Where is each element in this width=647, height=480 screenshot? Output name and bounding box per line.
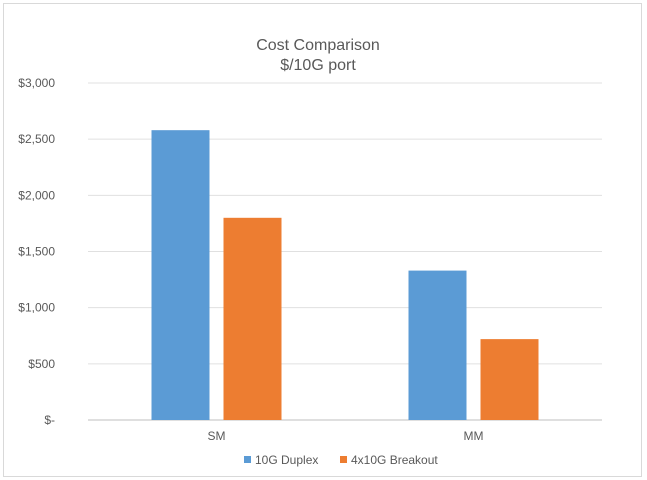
y-tick-label: $500 xyxy=(28,357,55,371)
bars xyxy=(151,130,539,420)
chart-title: Cost Comparison xyxy=(256,37,380,54)
legend-label: 4x10G Breakout xyxy=(351,453,438,467)
y-tick-label: $1,000 xyxy=(18,301,55,315)
y-tick-label: $2,000 xyxy=(18,188,55,202)
x-category-label: SM xyxy=(208,429,226,443)
bar-mm-0 xyxy=(408,270,467,420)
legend-label: 10G Duplex xyxy=(255,453,318,467)
x-axis-categories: SM MM xyxy=(208,429,484,443)
y-tick-label: $3,000 xyxy=(18,76,55,90)
bar-mm-1 xyxy=(480,339,539,420)
bar-sm-1 xyxy=(223,217,282,420)
y-tick-label: $- xyxy=(44,413,55,427)
x-category-label: MM xyxy=(464,429,484,443)
y-tick-label: $1,500 xyxy=(18,245,55,259)
legend-swatch xyxy=(340,456,347,463)
bar-sm-0 xyxy=(151,130,210,420)
y-axis-ticks: $- $500 $1,000 $1,500 $2,000 $2,500 $3,000 xyxy=(18,76,55,427)
legend-swatch xyxy=(244,456,251,463)
y-tick-label: $2,500 xyxy=(18,132,55,146)
legend: 10G Duplex 4x10G Breakout xyxy=(244,453,438,467)
chart-subtitle: $/10G port xyxy=(280,57,356,74)
